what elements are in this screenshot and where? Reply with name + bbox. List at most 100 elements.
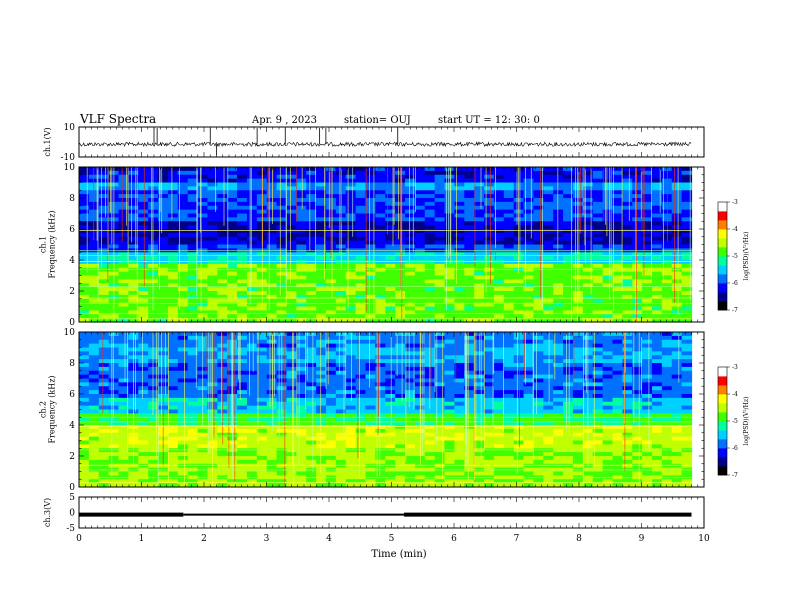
spectrogram-cell — [681, 413, 693, 418]
spectrogram-cell — [651, 209, 663, 215]
spectrogram-cell — [464, 332, 475, 337]
spectrogram-cell — [207, 256, 218, 261]
spectrogram-cell — [661, 252, 673, 257]
spectrogram-cell — [207, 298, 218, 304]
spectrogram-cell — [375, 351, 386, 356]
spectrogram-cell — [553, 194, 564, 199]
spectrogram-cell — [385, 186, 396, 191]
spectrogram-cell — [375, 205, 386, 211]
spectrogram-cell — [177, 170, 189, 176]
spectrogram-cell — [325, 440, 337, 445]
spectrogram-cell — [464, 294, 475, 300]
spectrogram-cell — [88, 194, 100, 199]
spectrogram-cell — [345, 217, 357, 222]
spectrogram-cell — [325, 355, 337, 360]
spectrogram-cell — [523, 294, 535, 300]
spectrogram-cell — [296, 314, 307, 319]
spectrogram-cell — [424, 225, 436, 230]
spectrogram-cell — [98, 267, 110, 273]
spectrogram-cell — [227, 263, 238, 269]
spectrogram-cell — [651, 394, 663, 399]
spectrogram-cell — [345, 397, 357, 403]
spectrogram-cell — [582, 271, 594, 277]
spectrogram-cell — [454, 425, 465, 430]
spectrogram-cell — [385, 221, 396, 226]
colorbar-tick-label: -6 — [732, 280, 738, 287]
spectrogram-cell — [434, 409, 446, 414]
spectrogram-cell — [375, 310, 386, 315]
spectrogram-cell — [177, 339, 189, 345]
y-tick-label: 8 — [69, 194, 75, 204]
spectrogram-cell — [622, 425, 633, 430]
spectrogram-cell — [266, 306, 278, 311]
spectrogram-cell — [98, 390, 110, 395]
spectrogram-cell — [414, 213, 426, 218]
spectrogram-cell — [306, 287, 317, 292]
spectrogram-cell — [632, 332, 643, 337]
spectrogram-cell — [622, 170, 633, 176]
spectrogram-cell — [454, 267, 465, 273]
spectrogram-cell — [355, 448, 367, 453]
spectrogram-cell — [365, 217, 376, 222]
spectrogram-cell — [345, 436, 357, 442]
spectrogram-cell — [592, 271, 604, 277]
spectrogram-cell — [79, 339, 90, 345]
spectrogram-cell — [345, 314, 357, 319]
spectrogram-cell — [592, 236, 604, 242]
spectrogram-cell — [237, 425, 248, 430]
spectrogram-cell — [316, 401, 327, 407]
spectrogram-cell — [276, 448, 288, 453]
spectrogram-cell — [464, 198, 475, 203]
spectrogram-cell — [355, 240, 367, 246]
spectrogram-cell — [464, 291, 475, 296]
spectrogram-cell — [444, 260, 455, 265]
spectrogram-cell — [88, 343, 100, 349]
spectrogram-cell — [345, 390, 357, 395]
spectrogram-cell — [138, 432, 149, 438]
spectrogram-cell — [612, 347, 623, 352]
spectrogram-cell — [187, 374, 199, 380]
spectrogram-cell — [632, 190, 643, 195]
spectrogram-cell — [651, 318, 663, 323]
spectrogram-cell — [306, 217, 317, 222]
spectrogram-cell — [306, 401, 317, 407]
spectrogram-cell — [533, 355, 544, 360]
spectrogram-cell — [108, 378, 120, 383]
spectrogram-cell — [118, 378, 129, 383]
spectrogram-cell — [563, 314, 574, 319]
spectrogram-cell — [266, 417, 278, 422]
spectrogram-cell — [316, 374, 327, 380]
spectrogram-cell — [464, 213, 475, 218]
colorbar-segment — [718, 202, 727, 212]
spectrogram-cell — [167, 298, 179, 304]
spectrogram-cell — [187, 232, 199, 238]
spectrogram-cell — [622, 421, 633, 426]
spectrogram-cell — [375, 397, 386, 403]
spectrogram-cell — [177, 343, 189, 349]
spectrogram-cell — [681, 298, 693, 304]
spectrogram-cell — [316, 432, 327, 438]
spectrogram-cell — [286, 263, 297, 269]
spectrogram-cell — [345, 306, 357, 311]
spectrogram-cell — [217, 275, 228, 280]
spectrogram-cell — [503, 440, 515, 445]
spectrogram-cell — [276, 213, 288, 218]
spectrogram-cell — [158, 240, 169, 246]
spectrogram-cell — [227, 310, 238, 315]
spectrogram-cell — [385, 390, 396, 395]
spectrogram-cell — [266, 390, 278, 395]
spectrogram-cell — [444, 428, 455, 434]
spectrogram-cell — [365, 339, 376, 345]
spectrogram-cell — [345, 363, 357, 368]
spectrogram-cell — [286, 194, 297, 199]
spectrogram-cell — [642, 240, 653, 246]
spectrogram-cell — [158, 260, 169, 265]
spectrogram-cell — [513, 343, 525, 349]
spectrogram-cell — [454, 444, 465, 449]
spectrogram-cell — [464, 229, 475, 234]
spectrogram-cell — [365, 302, 376, 308]
spectrogram-cell — [582, 213, 594, 218]
spectrogram-cell — [493, 370, 505, 376]
spectrogram-cell — [503, 205, 515, 211]
spectrogram-cell — [464, 256, 475, 261]
